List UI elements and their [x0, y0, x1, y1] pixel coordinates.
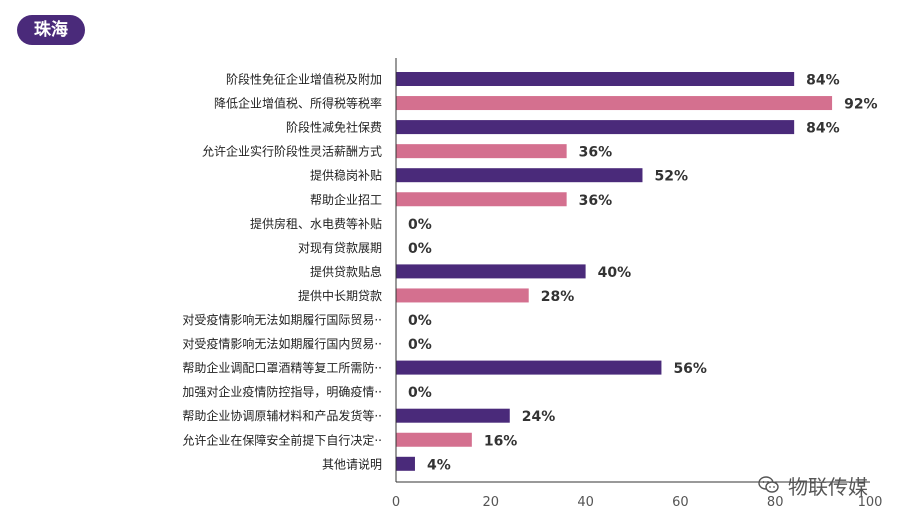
watermark-text: 物联传媒	[788, 474, 868, 499]
category-label: 加强对企业疫情防控指导，明确疫情··	[182, 384, 382, 399]
category-label: 帮助企业协调原辅材料和产品发货等··	[182, 408, 382, 423]
value-label: 0%	[408, 313, 432, 329]
category-label: 提供中长期贷款	[298, 288, 382, 303]
category-label: 允许企业实行阶段性灵活薪酬方式	[202, 144, 382, 159]
bar	[396, 288, 529, 303]
bar	[396, 408, 510, 423]
x-tick-label: 0	[392, 495, 400, 510]
x-tick-label: 60	[672, 495, 689, 510]
bar	[396, 360, 662, 375]
wechat-icon	[758, 476, 779, 493]
bar	[396, 192, 567, 207]
bar	[396, 96, 833, 111]
category-label: 提供房租、水电费等补贴	[250, 216, 382, 231]
value-label: 36%	[579, 193, 613, 209]
bar	[396, 72, 795, 86]
value-labels: 84%92%84% 36% 52% 36% 0% 0% 40% 28% 0% 0% 56% 0% 24%…	[408, 73, 878, 474]
value-label: 28%	[541, 289, 575, 305]
value-label: 0%	[408, 217, 432, 233]
value-label: 56%	[673, 361, 707, 377]
category-label: 阶段性免征企业增值税及附加	[226, 72, 382, 87]
category-label: 提供稳岗补贴	[310, 168, 382, 183]
category-label: 帮助企业调配口罩酒精等复工所需防··	[182, 360, 382, 375]
value-label: 84%	[806, 73, 840, 89]
watermark: 物联传媒	[758, 470, 868, 500]
category-label: 提供贷款贴息	[310, 264, 382, 279]
bar	[396, 432, 472, 447]
bar	[396, 144, 567, 159]
value-label: 24%	[522, 409, 556, 425]
value-label: 0%	[408, 385, 432, 401]
bar	[396, 264, 586, 279]
x-tick-label: 80	[767, 495, 784, 510]
category-label: 对受疫情影响无法如期履行国内贸易··	[182, 336, 382, 351]
x-tick-label: 100	[858, 495, 883, 510]
category-label: 对受疫情影响无法如期履行国际贸易··	[182, 312, 382, 327]
bar	[396, 168, 643, 183]
bar	[396, 456, 415, 471]
category-label: 其他请说明	[322, 456, 382, 471]
value-label: 4%	[427, 457, 451, 473]
x-tick-label: 20	[483, 495, 500, 510]
category-label: 允许企业在保障安全前提下自行决定··	[182, 432, 382, 447]
x-tick-label: 40	[577, 495, 594, 510]
category-label: 帮助企业招工	[310, 192, 382, 207]
value-label: 0%	[408, 241, 432, 257]
value-label: 52%	[654, 169, 688, 185]
bar	[396, 120, 795, 135]
category-label: 对现有贷款展期	[298, 241, 382, 255]
city-badge: 珠海	[17, 15, 85, 45]
category-labels: 阶段性免征企业增值税及附加降低企业增值税、所得税等税率阶段性减免社保费允许企业实…	[182, 72, 382, 472]
value-label: 40%	[598, 265, 632, 281]
bars	[396, 72, 833, 471]
category-label: 阶段性减免社保费	[286, 120, 382, 135]
value-label: 84%	[806, 121, 840, 137]
value-label: 0%	[408, 337, 432, 353]
category-label: 降低企业增值税、所得税等税率	[214, 96, 382, 111]
value-label: 92%	[844, 97, 878, 113]
value-label: 36%	[579, 145, 613, 161]
x-tick-labels: 0 20 40 60 80 100	[392, 495, 883, 510]
value-label: 16%	[484, 433, 518, 449]
